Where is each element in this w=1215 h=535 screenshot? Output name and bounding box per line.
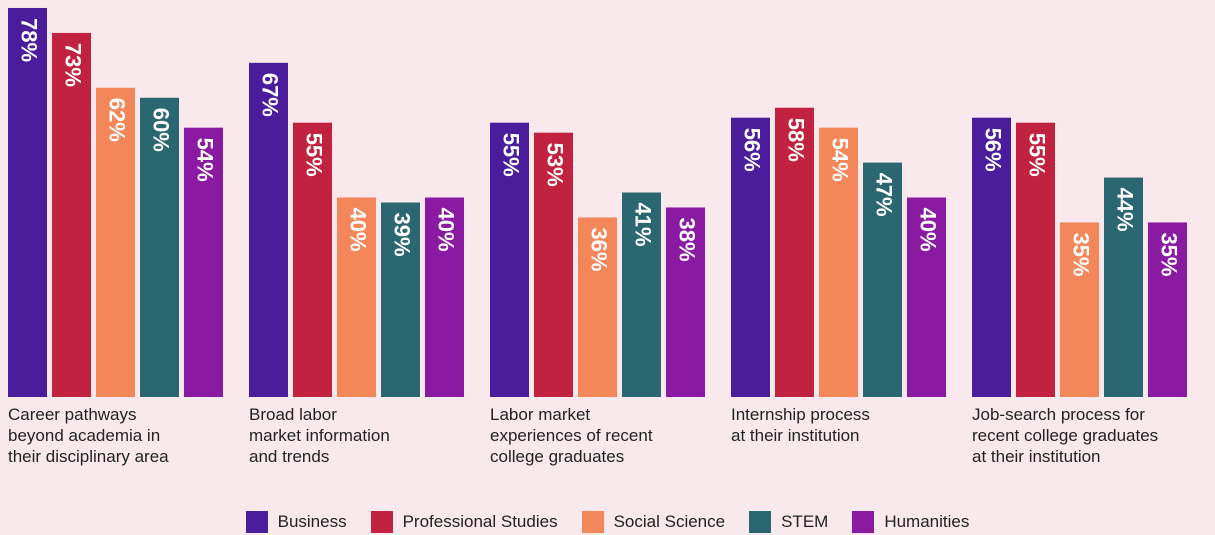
value-label: 47% bbox=[872, 173, 897, 217]
legend-label: Social Science bbox=[613, 512, 726, 531]
bar bbox=[775, 107, 814, 397]
bar bbox=[534, 132, 573, 397]
value-label: 35% bbox=[1069, 232, 1094, 276]
value-label: 55% bbox=[499, 133, 524, 177]
value-label: 54% bbox=[828, 138, 853, 182]
legend-swatch bbox=[370, 511, 393, 533]
legend-item: STEM bbox=[749, 511, 828, 533]
legend-swatch bbox=[852, 511, 875, 533]
bar bbox=[381, 202, 420, 397]
legend-label: Professional Studies bbox=[402, 512, 558, 531]
value-label: 67% bbox=[258, 73, 283, 117]
bar bbox=[249, 62, 288, 398]
category-label: Job-search process for recent college gr… bbox=[972, 405, 1159, 466]
bar bbox=[52, 32, 91, 397]
value-label: 36% bbox=[587, 227, 612, 271]
bar bbox=[140, 97, 179, 397]
value-label: 56% bbox=[740, 128, 765, 172]
value-label: 54% bbox=[193, 138, 218, 182]
value-label: 53% bbox=[543, 143, 568, 187]
legend-swatch bbox=[581, 511, 604, 533]
bar bbox=[293, 122, 332, 397]
legend-item: Social Science bbox=[581, 511, 726, 533]
value-label: 56% bbox=[981, 128, 1006, 172]
bar bbox=[1060, 222, 1099, 397]
bar bbox=[819, 127, 858, 398]
bar bbox=[337, 197, 376, 397]
value-label: 58% bbox=[784, 118, 809, 162]
value-label: 40% bbox=[916, 208, 941, 252]
legend-item: Professional Studies bbox=[370, 511, 558, 533]
value-label: 39% bbox=[390, 212, 415, 256]
bar bbox=[425, 197, 464, 397]
bar bbox=[863, 162, 902, 397]
value-label: 44% bbox=[1113, 188, 1138, 232]
bar bbox=[96, 87, 135, 398]
legend-label: Business bbox=[277, 512, 347, 531]
bar bbox=[731, 117, 770, 397]
value-label: 40% bbox=[346, 208, 371, 252]
bar bbox=[490, 122, 529, 397]
value-label: 38% bbox=[675, 217, 700, 261]
value-label: 60% bbox=[149, 108, 174, 152]
bar bbox=[972, 117, 1011, 397]
value-label: 55% bbox=[302, 133, 327, 177]
bar bbox=[1016, 122, 1055, 397]
category-label: Internship process at their institution bbox=[731, 405, 870, 445]
legend-item: Humanities bbox=[852, 511, 969, 533]
value-label: 40% bbox=[434, 208, 459, 252]
value-label: 62% bbox=[105, 98, 130, 142]
category-label: Career pathways beyond academia in their… bbox=[8, 405, 169, 466]
bar bbox=[1148, 222, 1187, 397]
bar bbox=[622, 192, 661, 397]
bar bbox=[907, 197, 946, 397]
bar bbox=[666, 207, 705, 397]
legend-swatch bbox=[245, 511, 268, 533]
bar bbox=[184, 127, 223, 398]
bar bbox=[1104, 177, 1143, 397]
bar bbox=[8, 7, 47, 397]
legend-label: STEM bbox=[781, 512, 829, 531]
legend: Business Professional Studies Social Scien… bbox=[0, 511, 1215, 533]
legend-swatch bbox=[749, 511, 772, 533]
value-label: 35% bbox=[1157, 232, 1182, 276]
bar bbox=[578, 217, 617, 397]
category-label: Labor market experiences of recent colle… bbox=[490, 405, 653, 466]
value-label: 41% bbox=[631, 203, 656, 247]
category-label: Broad labor market information and trend… bbox=[249, 405, 390, 466]
value-label: 55% bbox=[1025, 133, 1050, 177]
chart: 78% 73% 62% 60% 54% 67% 55% 40% 39% 40% 55% 53% 36% 4… bbox=[8, 7, 1187, 398]
value-label: 78% bbox=[17, 18, 42, 62]
legend-label: Humanities bbox=[884, 512, 970, 531]
value-label: 73% bbox=[61, 43, 86, 87]
legend-item: Business bbox=[245, 511, 347, 533]
